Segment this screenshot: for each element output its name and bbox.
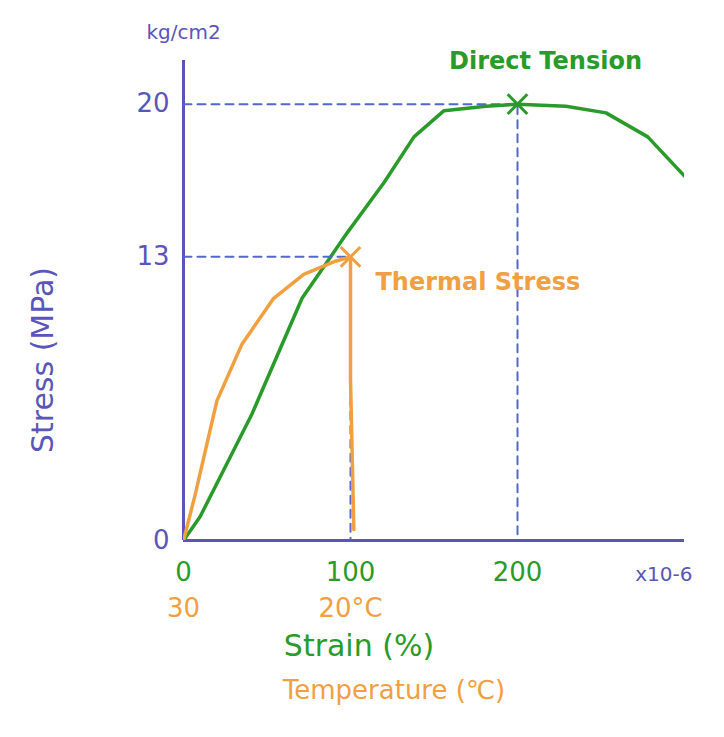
svg-text:20: 20 xyxy=(136,88,169,118)
svg-text:0: 0 xyxy=(153,525,170,555)
svg-text:200: 200 xyxy=(493,557,543,587)
svg-text:13: 13 xyxy=(136,241,169,271)
svg-text:0: 0 xyxy=(175,557,192,587)
svg-text:Direct Tension: Direct Tension xyxy=(449,47,642,75)
svg-text:Temperature (℃): Temperature (℃) xyxy=(282,675,505,705)
svg-text:x10-6: x10-6 xyxy=(635,562,692,586)
svg-text:100: 100 xyxy=(326,557,376,587)
svg-text:kg/cm2: kg/cm2 xyxy=(146,20,220,44)
svg-text:Thermal Stress: Thermal Stress xyxy=(376,268,581,296)
svg-text:20°C: 20°C xyxy=(318,593,382,623)
svg-text:Strain (%): Strain (%) xyxy=(284,628,434,663)
svg-text:30: 30 xyxy=(167,593,200,623)
html-text:Stress (MPa): Stress (MPa) xyxy=(24,266,60,454)
